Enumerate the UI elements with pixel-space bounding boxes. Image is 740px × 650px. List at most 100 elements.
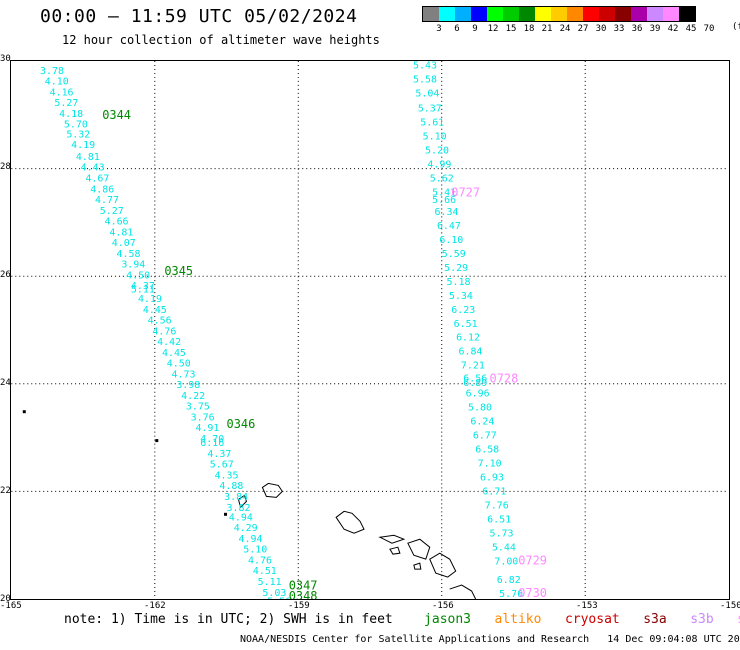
wave-height-label: 5.32 xyxy=(66,129,90,140)
wave-height-label: 5.61 xyxy=(420,118,444,129)
wave-height-label: 5.66 xyxy=(432,195,456,206)
lat-tick-label: 24 xyxy=(0,378,11,388)
wave-height-label: 6.23 xyxy=(451,305,475,316)
wave-height-label: 6.51 xyxy=(454,319,478,330)
lon-tick-label: -156 xyxy=(432,601,454,611)
wave-height-label: 5.18 xyxy=(447,277,471,288)
wave-height-label: 4.43 xyxy=(81,163,105,174)
wave-height-label: 5.37 xyxy=(418,104,442,115)
wave-height-label: 4.81 xyxy=(76,152,100,163)
wave-height-label: 4.18 xyxy=(59,109,83,120)
legend-swatch xyxy=(647,7,663,21)
island-hawaii xyxy=(429,552,457,578)
legend-color-boxes xyxy=(422,6,696,22)
wave-height-label: 3.76 xyxy=(191,412,215,423)
wave-height-label: 5.70 xyxy=(64,120,88,131)
island-hawaii-south xyxy=(449,584,477,599)
legend-tick-label: 24 xyxy=(559,24,571,34)
wave-height-label: 5.27 xyxy=(54,98,78,109)
island-maui xyxy=(407,538,431,560)
lon-tick-label: -153 xyxy=(576,601,598,611)
legend-swatch xyxy=(455,7,471,21)
wave-height-label: 4.35 xyxy=(215,470,239,481)
satellite-key-s3a: s3a xyxy=(619,612,667,627)
wave-height-label: 4.16 xyxy=(50,87,74,98)
legend-tick-label: 42 xyxy=(667,24,679,34)
wave-height-label: 6.89 xyxy=(463,378,487,389)
wave-height-label: 5.56 xyxy=(267,596,291,600)
pass-time-label: 0728 xyxy=(490,372,519,386)
footer-note: note: 1) Time is in UTC; 2) SWH is in fe… xyxy=(64,612,740,627)
wave-height-label: 3.78 xyxy=(40,66,64,77)
wave-height-label: 5.11 xyxy=(131,284,155,295)
wave-height-label: 4.19 xyxy=(71,140,95,151)
wave-height-label: 3.84 xyxy=(224,492,248,503)
wave-height-label: 5.59 xyxy=(442,249,466,260)
legend-tick-label: 15 xyxy=(505,24,517,34)
wave-height-label: 5.73 xyxy=(490,529,514,540)
wave-height-label: 3.98 xyxy=(176,380,200,391)
islet-dot xyxy=(22,410,26,414)
island-kahoolawe xyxy=(413,562,422,570)
wave-height-label: 4.66 xyxy=(105,217,129,228)
satellite-key-altiko: altiko xyxy=(471,612,542,627)
wave-height-label: 4.86 xyxy=(90,184,114,195)
wave-height-label: 4.91 xyxy=(195,423,219,434)
wave-height-label: 6.82 xyxy=(497,575,521,586)
legend-swatch xyxy=(663,7,679,21)
wave-height-label: 4.81 xyxy=(109,227,133,238)
legend-tick-label: 6 xyxy=(454,24,460,34)
wave-height-label: 6.34 xyxy=(435,207,459,218)
wave-height-label: 5.03 xyxy=(262,588,286,599)
wave-height-label: 5.20 xyxy=(425,146,449,157)
wave-height-label: 4.37 xyxy=(131,281,155,292)
legend-tick-label: 33 xyxy=(613,24,625,34)
wave-height-label: 5.04 xyxy=(415,89,439,100)
lat-tick-label: 26 xyxy=(0,270,11,280)
credit-text: NOAA/NESDIS Center for Satellite Applica… xyxy=(240,634,590,645)
wave-height-label: 4.45 xyxy=(143,305,167,316)
wave-height-label: 4.37 xyxy=(207,449,231,460)
legend-swatch xyxy=(599,7,615,21)
wave-height-label: 6.47 xyxy=(437,221,461,232)
legend-swatch xyxy=(631,7,647,21)
wave-height-label: 4.77 xyxy=(95,195,119,206)
wave-height-map: 3.784.104.165.274.185.705.324.194.814.43… xyxy=(10,60,730,600)
legend-swatch xyxy=(423,7,439,21)
legend-swatch xyxy=(439,7,455,21)
lon-tick-label: -159 xyxy=(288,601,310,611)
legend-tick-label: 45 xyxy=(685,24,697,34)
wave-height-label: 4.67 xyxy=(85,174,109,185)
legend-swatch xyxy=(551,7,567,21)
lon-tick-label: -162 xyxy=(144,601,166,611)
legend-tick-label: 70 xyxy=(703,24,715,34)
legend-tick-label: 27 xyxy=(577,24,589,34)
satellite-key: jason3 altiko cryosat s3a s3b swot xyxy=(401,612,740,627)
pass-time-label: 0345 xyxy=(164,264,193,278)
wave-height-label: 6.10 xyxy=(439,235,463,246)
pass-time-label: 0344 xyxy=(102,108,131,122)
wave-height-label: 5.10 xyxy=(423,132,447,143)
hawaiian-islands xyxy=(22,410,477,599)
wave-height-label: 4.07 xyxy=(112,238,136,249)
wave-height-label: 4.10 xyxy=(45,77,69,88)
satellite-key-swot: swot xyxy=(714,612,740,627)
satellite-key-s3b: s3b xyxy=(666,612,714,627)
islet-dot-2 xyxy=(155,439,159,443)
legend-swatch xyxy=(503,7,519,21)
pass-time-label: 0729 xyxy=(518,554,547,568)
wave-height-label: 4.58 xyxy=(117,249,141,260)
legend-swatch xyxy=(679,7,695,21)
legend-labels: 3 6 9 12 15 18 21 24 27 30 33 36 39 42 45 70 xyxy=(422,22,714,36)
timestamp-text: 14 Dec 09:04:08 UTC 2024 xyxy=(607,634,740,645)
map-subtitle: 12 hour collection of altimeter wave hei… xyxy=(62,33,380,47)
wave-height-label: 4.76 xyxy=(248,555,272,566)
footer-credit: NOAA/NESDIS Center for Satellite Applica… xyxy=(240,634,740,645)
wave-height-label: 4.94 xyxy=(238,534,262,545)
wave-height-label: 6.93 xyxy=(480,473,504,484)
wave-height-label: 4.42 xyxy=(157,337,181,348)
map-title: 00:00 – 11:59 UTC 05/02/2024 xyxy=(40,6,358,27)
wave-height-label: 4.51 xyxy=(253,566,277,577)
island-molokai xyxy=(378,534,406,544)
wave-height-label: 7.21 xyxy=(461,361,485,372)
